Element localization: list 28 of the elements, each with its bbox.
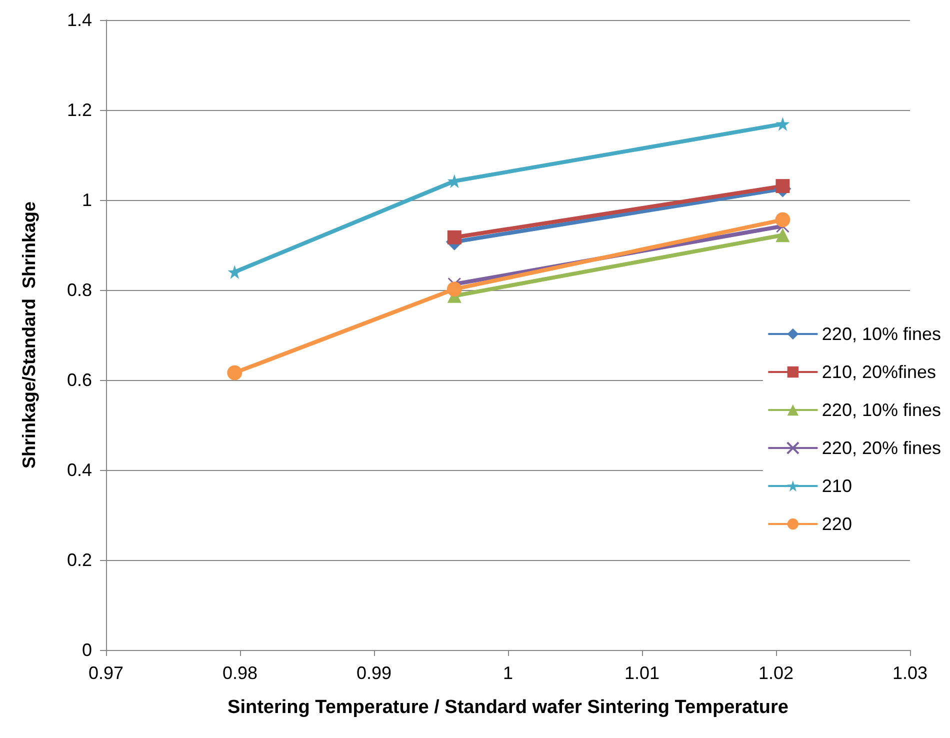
y-tick-label: 0.2 [66, 550, 92, 570]
x-tick-label: 0.98 [222, 663, 258, 683]
point [227, 365, 242, 380]
legend-label: 220, 20% fines [822, 438, 942, 458]
y-tick-label: 1.4 [66, 10, 92, 30]
legend-label: 220 [822, 514, 852, 534]
x-tick-label: 0.99 [356, 663, 392, 683]
point [775, 212, 790, 228]
y-tick-label: 0.6 [66, 370, 92, 390]
y-tick-label: 0.4 [66, 460, 92, 480]
y-axis-title: Shrinkage/Standard Shrinkage [19, 201, 39, 469]
x-tick-label: 1.02 [758, 663, 794, 683]
point [776, 179, 790, 194]
x-tick-label: 1 [502, 663, 514, 683]
legend-label: 210 [822, 476, 852, 496]
x-tick-label: 1.03 [892, 663, 928, 683]
x-tick-label: 1.01 [624, 663, 660, 683]
point [776, 116, 790, 131]
point [447, 230, 462, 244]
y-tick-label: 1 [82, 190, 92, 210]
y-tick-label: 1.2 [66, 100, 92, 120]
legend-label: 210, 20%fines [822, 362, 936, 382]
y-tick-label: 0 [82, 640, 92, 660]
x-tick-label: 0.97 [88, 663, 124, 683]
x-axis-title: Sintering Temperature / Standard wafer Sintering Temperature [228, 697, 788, 718]
legend-label: 220, 10% fines [822, 400, 942, 420]
legend-label: 220, 10% fines [822, 324, 942, 344]
y-tick-label: 0.8 [66, 280, 92, 300]
